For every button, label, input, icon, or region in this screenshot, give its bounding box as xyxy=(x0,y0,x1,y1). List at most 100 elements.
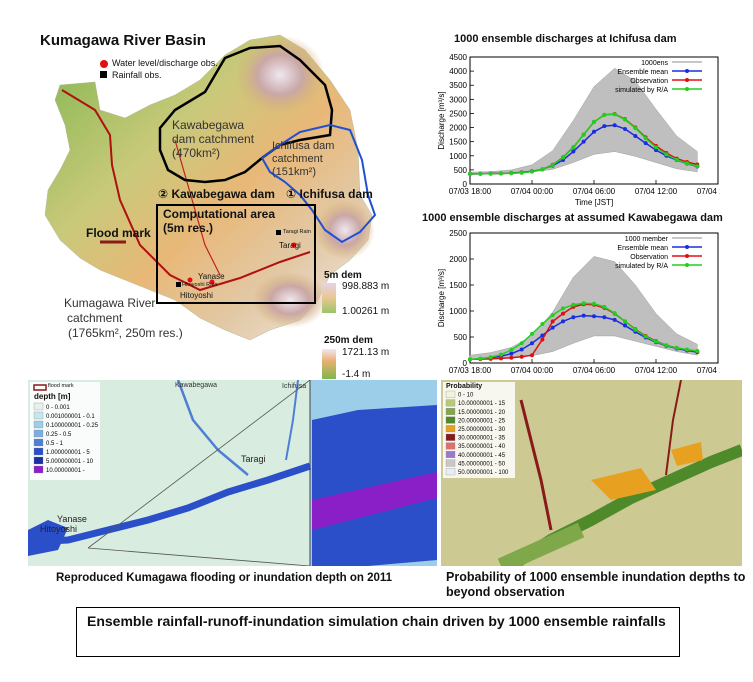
zoom-inundation xyxy=(312,405,437,566)
x-axis-label: Time [JST] xyxy=(575,198,613,207)
series-point-3 xyxy=(633,327,638,332)
series-point-3 xyxy=(612,112,617,117)
depth-legend-label: 0.5 - 1 xyxy=(46,441,64,447)
dem250-scale-bar xyxy=(322,349,336,379)
series-point-3 xyxy=(623,319,627,324)
depth-legend-swatch xyxy=(33,411,44,420)
y-tick-label: 1500 xyxy=(449,138,467,147)
tributary-river xyxy=(174,139,221,276)
series-point-3 xyxy=(643,334,648,339)
legend-label: simulated by R/A xyxy=(615,263,668,270)
depth-kawabegawa-label: Kawabegawa xyxy=(175,382,218,389)
prob-legend-swatch xyxy=(445,442,456,450)
series-point-3 xyxy=(643,136,648,141)
series-point-1 xyxy=(602,124,607,129)
depth-legend-swatch xyxy=(33,429,44,438)
prob-legend-swatch xyxy=(445,451,456,458)
series-point-3 xyxy=(509,348,514,352)
series-point-2 xyxy=(550,319,555,324)
water-level-station xyxy=(187,277,193,283)
series-point-1 xyxy=(592,314,596,319)
depth-map-tributary xyxy=(176,380,249,476)
series-point-3 xyxy=(685,161,689,166)
kawabegawa-catchment-outline xyxy=(158,44,334,184)
legend-label: Ensemble mean xyxy=(617,245,668,252)
depth-map-flood-zone xyxy=(28,520,68,556)
prob-legend-label: 10.00000001 - 15 xyxy=(458,401,506,407)
kumagawa-catchment-line1: Kumagawa River xyxy=(64,296,156,310)
y-tick-label: 2500 xyxy=(449,229,467,238)
kumagawa-catchment-line2: catchment xyxy=(67,311,123,325)
basin-map xyxy=(44,34,377,379)
series-point-1 xyxy=(633,134,638,139)
depth-map-river xyxy=(28,462,312,546)
series-point-3 xyxy=(674,157,679,162)
water-level-legend-icon xyxy=(100,60,108,68)
series-point-3 xyxy=(664,152,669,157)
y-tick-label: 0 xyxy=(463,180,468,189)
kawabegawa-catchment-label: Kawabegawa dam catchment (470km²) xyxy=(172,118,254,160)
series-point-1 xyxy=(561,319,565,324)
series-point-3 xyxy=(478,356,483,361)
series-point-2 xyxy=(540,337,545,342)
kumagawa-catchment-line3: (1765km², 250m res.) xyxy=(68,326,183,340)
kawabegawa-dam-label: ② Kawabegawa dam xyxy=(158,187,275,201)
series-point-3 xyxy=(530,169,534,174)
series-point-1 xyxy=(519,347,524,352)
y-tick-label: 1000 xyxy=(449,152,467,161)
water-level-station xyxy=(291,242,297,248)
series-point-3 xyxy=(674,345,679,350)
prob-hotspot xyxy=(671,442,703,466)
series-point-3 xyxy=(540,322,545,326)
kawabegawa-catchment-line3: (470km²) xyxy=(172,146,221,160)
kawabegawa-catchment-line2: dam catchment xyxy=(172,132,255,146)
series-point-3 xyxy=(519,170,524,175)
zoom-deep-channel xyxy=(312,472,437,530)
x-tick-label: 07/04 12:00 xyxy=(635,187,678,196)
ichifusa-catchment-line2: catchment xyxy=(272,153,323,165)
series-point-2 xyxy=(509,355,514,360)
series-point-3 xyxy=(592,301,596,306)
legend-label: Ensemble mean xyxy=(617,69,668,76)
legend-label: simulated by R/A xyxy=(615,87,668,94)
x-tick-label: 07/04 00:00 xyxy=(511,187,554,196)
rainfall-station xyxy=(176,282,181,287)
series-point-3 xyxy=(592,119,596,124)
zoom-connector xyxy=(87,380,311,549)
series-point-3 xyxy=(550,313,555,318)
prob-tributary xyxy=(665,380,682,476)
dem5-min: 1.00261 m xyxy=(342,306,390,317)
series-point-1 xyxy=(509,351,514,356)
series-point-3 xyxy=(488,171,493,176)
depth-legend-label: 0.25 - 0.5 xyxy=(46,432,72,438)
hitoyoshi-label: Hitoyoshi xyxy=(180,291,213,300)
legend-marker xyxy=(685,78,689,82)
series-point-3 xyxy=(695,349,700,354)
series-point-3 xyxy=(654,339,658,344)
legend-marker xyxy=(685,69,689,73)
series-point-1 xyxy=(530,341,534,346)
series-point-3 xyxy=(488,355,493,360)
legend-marker xyxy=(685,245,689,249)
taragi-rain-label: Taragi Rain xyxy=(283,229,311,235)
ichifusa-discharge-chart: 0 500 1000 1500 2000 2500 3000 3500 4000 4500 07/0… xyxy=(437,53,720,207)
water-level-station xyxy=(209,279,215,285)
prob-legend-label: 35.00000001 - 40 xyxy=(458,444,506,450)
series-point-2 xyxy=(519,354,524,359)
depth-legend-title: depth [m] xyxy=(34,392,71,401)
prob-legend-swatch xyxy=(445,459,456,467)
series-point-3 xyxy=(561,155,565,160)
y-tick-label: 0 xyxy=(463,359,468,368)
series-point-3 xyxy=(499,171,503,176)
series-point-3 xyxy=(612,311,617,316)
dem250-min: -1.4 m xyxy=(342,369,371,380)
series-point-2 xyxy=(499,356,503,361)
series-point-3 xyxy=(530,331,534,336)
series-point-1 xyxy=(592,129,596,134)
ichifusa-catchment-outline xyxy=(260,123,377,244)
computational-area-box xyxy=(156,204,316,304)
prob-main-channel xyxy=(497,522,585,566)
series-point-1 xyxy=(612,123,617,128)
zoom-connector xyxy=(87,547,311,566)
dem5-title: 5m dem xyxy=(324,270,362,281)
